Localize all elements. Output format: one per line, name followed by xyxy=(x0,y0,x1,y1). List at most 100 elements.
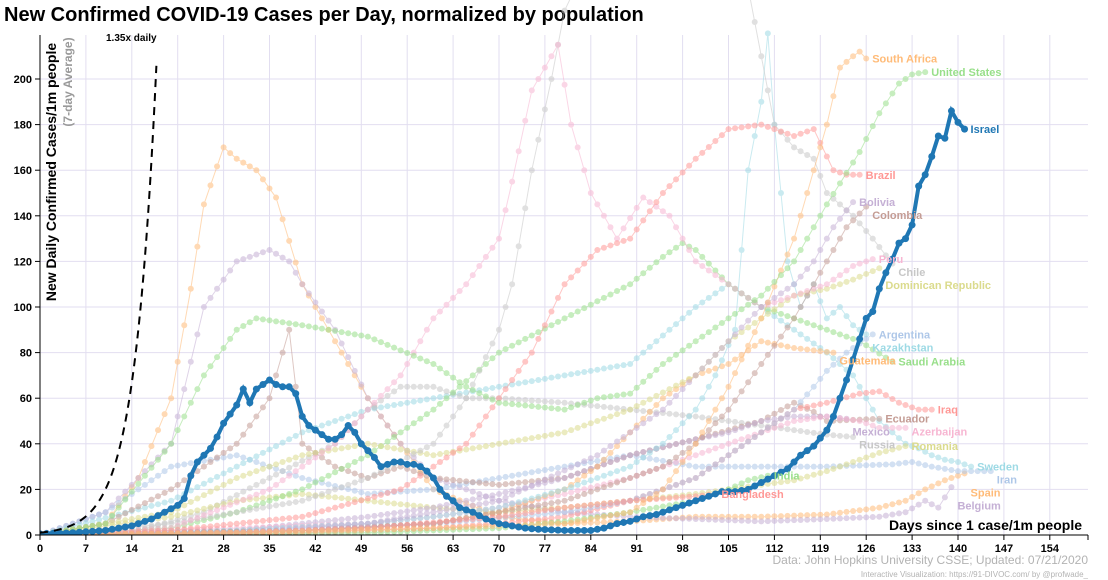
data-point xyxy=(273,461,280,468)
data-point xyxy=(568,495,575,502)
footer-credit[interactable]: Interactive Visualization: https://91-DI… xyxy=(861,570,1089,579)
data-point xyxy=(738,436,745,443)
data-point xyxy=(476,479,483,486)
data-point xyxy=(771,313,778,320)
data-point xyxy=(568,464,575,471)
data-point xyxy=(318,490,325,497)
data-point xyxy=(633,226,640,233)
data-point xyxy=(633,204,640,211)
data-point xyxy=(947,107,955,115)
data-point xyxy=(797,317,804,324)
data-point xyxy=(692,516,699,523)
data-point xyxy=(469,488,476,495)
data-point xyxy=(823,468,830,475)
data-point xyxy=(620,518,628,526)
data-point xyxy=(817,283,824,290)
data-point xyxy=(115,504,122,511)
data-point xyxy=(410,512,417,519)
data-point xyxy=(364,495,371,502)
data-point xyxy=(849,355,857,363)
data-point xyxy=(902,424,909,431)
data-point xyxy=(771,278,778,285)
data-point xyxy=(915,501,922,508)
data-point xyxy=(273,250,280,257)
data-point xyxy=(561,520,568,527)
data-point xyxy=(555,488,562,495)
data-point xyxy=(456,517,463,524)
data-point xyxy=(699,149,706,156)
data-point xyxy=(430,406,437,413)
data-point xyxy=(856,273,863,280)
data-point xyxy=(312,527,319,534)
data-point xyxy=(220,449,227,456)
data-point xyxy=(679,494,686,501)
data-point xyxy=(279,383,287,391)
data-point xyxy=(200,530,207,535)
data-point xyxy=(548,405,555,412)
data-point xyxy=(364,513,371,520)
data-point xyxy=(961,468,968,475)
data-point xyxy=(614,392,621,399)
data-point xyxy=(456,445,463,452)
data-point xyxy=(364,490,371,497)
data-point xyxy=(804,403,811,410)
data-point xyxy=(522,497,529,504)
data-point xyxy=(443,484,450,491)
data-point xyxy=(876,110,883,117)
data-point xyxy=(535,502,542,509)
data-point xyxy=(581,167,588,174)
data-point xyxy=(528,482,535,489)
data-point xyxy=(430,504,437,511)
data-point xyxy=(332,463,339,470)
data-point xyxy=(797,451,805,459)
data-point xyxy=(692,440,699,447)
data-point xyxy=(600,461,607,468)
data-point xyxy=(436,485,444,493)
data-point xyxy=(325,317,332,324)
data-point xyxy=(286,528,293,535)
data-point xyxy=(266,475,273,481)
data-point xyxy=(397,383,404,390)
data-point xyxy=(804,190,811,196)
data-point xyxy=(574,518,581,525)
data-point xyxy=(745,324,752,331)
data-point xyxy=(797,247,804,253)
data-point xyxy=(89,513,96,520)
data-point xyxy=(541,322,548,329)
data-point xyxy=(345,354,352,361)
data-point xyxy=(384,386,391,393)
data-point xyxy=(220,276,227,283)
data-point xyxy=(764,306,771,313)
data-point xyxy=(679,459,686,466)
data-point xyxy=(207,509,214,516)
data-point xyxy=(535,508,542,515)
data-point xyxy=(784,517,791,524)
data-point xyxy=(430,395,437,402)
data-point xyxy=(817,469,824,476)
data-point xyxy=(889,511,896,518)
data-point xyxy=(817,463,824,470)
data-point xyxy=(312,449,319,456)
data-point xyxy=(89,522,96,529)
data-point xyxy=(404,501,411,508)
data-point xyxy=(397,347,404,354)
data-point xyxy=(456,504,464,512)
data-point xyxy=(627,406,634,413)
data-point xyxy=(587,420,594,427)
data-point xyxy=(371,447,378,454)
data-point xyxy=(207,504,214,511)
data-point xyxy=(850,217,857,224)
data-point xyxy=(895,499,902,506)
data-point xyxy=(305,528,312,535)
data-point xyxy=(850,417,857,424)
data-point xyxy=(200,304,207,310)
data-point xyxy=(410,502,417,509)
data-point xyxy=(161,448,168,455)
data-point xyxy=(679,347,686,354)
data-point xyxy=(823,153,830,160)
data-point xyxy=(109,504,116,511)
data-point xyxy=(659,395,666,402)
data-point xyxy=(823,463,830,470)
data-point xyxy=(364,520,371,527)
data-point xyxy=(640,349,647,356)
